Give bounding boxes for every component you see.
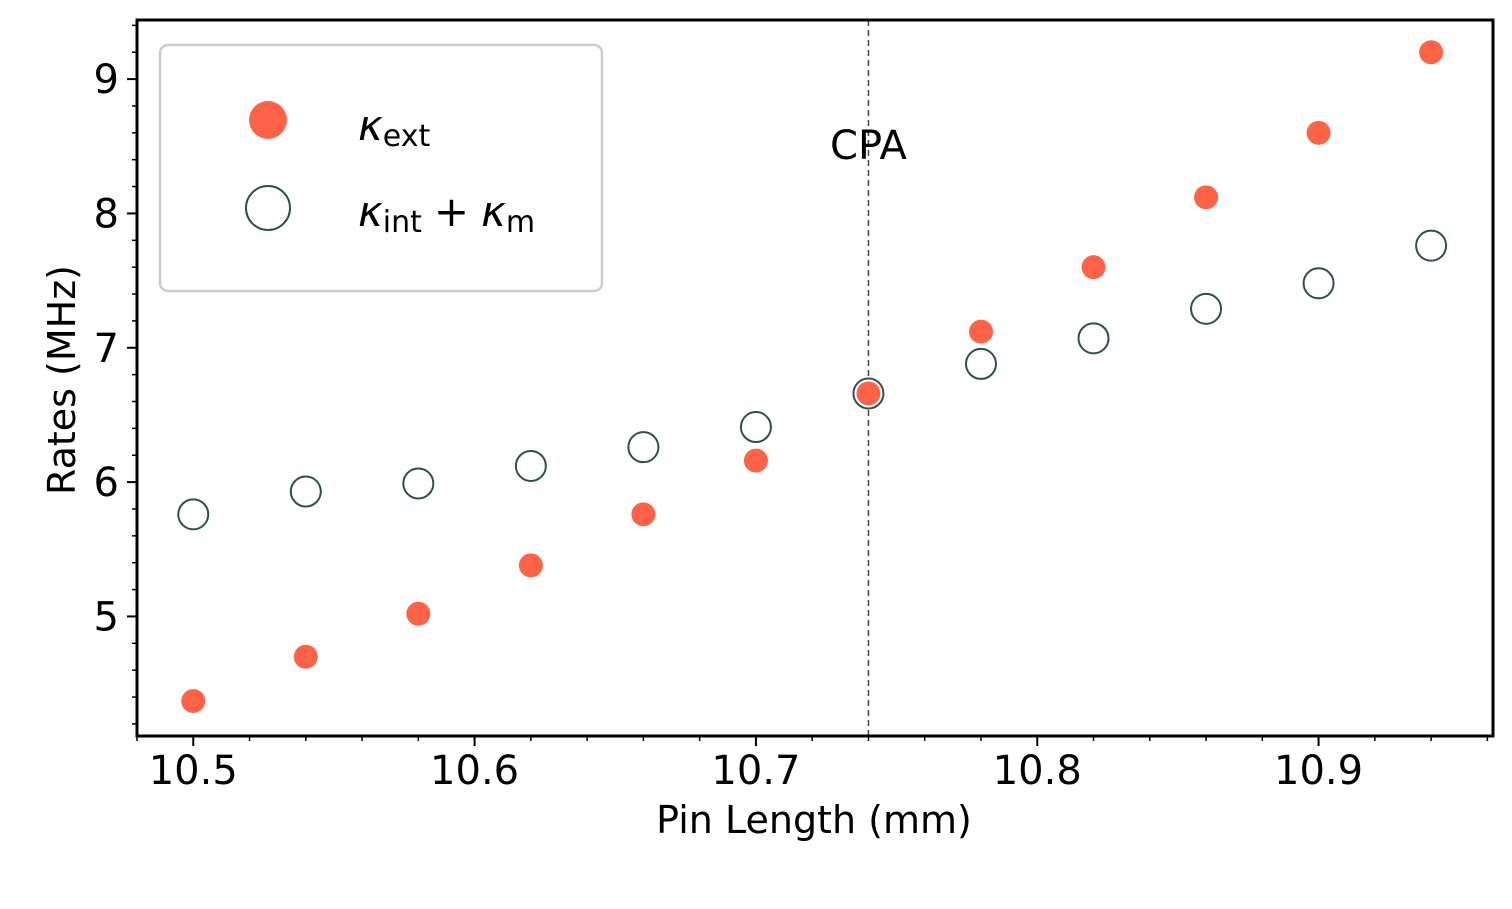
kappa-ext-point bbox=[856, 381, 881, 406]
kappa-ext-point bbox=[406, 601, 431, 626]
x-tick-label: 10.7 bbox=[711, 748, 800, 794]
kappa-ext-point bbox=[968, 319, 993, 344]
x-tick-label: 10.5 bbox=[149, 748, 238, 794]
kappa-int-m-point bbox=[964, 347, 997, 380]
y-axis-label: Rates (MHz) bbox=[40, 265, 84, 495]
kappa-int-m-point bbox=[289, 475, 322, 508]
kappa-ext-point bbox=[1419, 40, 1444, 65]
kappa-int-m-point bbox=[177, 498, 210, 531]
kappa-int-m-point bbox=[402, 467, 435, 500]
x-tick-label: 10.6 bbox=[430, 748, 519, 794]
legend-plus: + bbox=[434, 187, 469, 236]
x-tick-label: 10.9 bbox=[1274, 748, 1363, 794]
x-tick-label: 10.8 bbox=[993, 748, 1082, 794]
legend-kappa-ext-main: κ bbox=[358, 101, 383, 150]
legend-marker-kappa-int-m bbox=[245, 185, 291, 231]
kappa-ext-point bbox=[181, 689, 206, 714]
kappa-ext-point bbox=[1194, 185, 1219, 210]
kappa-ext-point bbox=[293, 644, 318, 669]
kappa-int-m-point bbox=[1415, 229, 1448, 262]
kappa-ext-point bbox=[1081, 255, 1106, 280]
kappa-ext-point bbox=[743, 448, 768, 473]
kappa-int-m-point bbox=[1302, 267, 1335, 300]
legend-kappa-int-main: κ bbox=[358, 187, 383, 236]
plot-frame bbox=[135, 18, 1495, 738]
series-layer bbox=[177, 40, 1448, 714]
y-tick-label: 6 bbox=[94, 460, 119, 506]
legend-kappa-m-sub: m bbox=[506, 205, 535, 240]
legend-kappa-ext-sub: ext bbox=[383, 119, 431, 154]
y-tick-label: 8 bbox=[94, 191, 119, 237]
legend-label-kappa-ext: κext bbox=[358, 101, 430, 154]
kappa-ext-point bbox=[631, 502, 656, 527]
x-axis-label: Pin Length (mm) bbox=[656, 798, 972, 842]
y-tick-label: 7 bbox=[94, 326, 119, 372]
major-ticks bbox=[127, 78, 1320, 746]
kappa-int-m-point bbox=[1077, 322, 1110, 355]
legend: κext κint + κm bbox=[158, 43, 604, 293]
kappa-int-m-point bbox=[627, 431, 660, 464]
legend-kappa-int-sub: int bbox=[383, 205, 422, 240]
kappa-int-m-point bbox=[739, 411, 772, 444]
legend-label-kappa-int-m: κint + κm bbox=[358, 187, 535, 240]
legend-marker-kappa-ext bbox=[249, 101, 287, 139]
kappa-int-m-point bbox=[514, 449, 547, 482]
legend-kappa-m-main: κ bbox=[481, 187, 506, 236]
kappa-ext-point bbox=[1306, 120, 1331, 145]
cpa-annotation: CPA bbox=[830, 123, 907, 169]
kappa-ext-point bbox=[518, 553, 543, 578]
y-tick-label: 5 bbox=[94, 594, 119, 640]
y-tick-label: 9 bbox=[94, 57, 119, 103]
kappa-int-m-point bbox=[1190, 292, 1223, 325]
legend-box bbox=[158, 43, 604, 293]
